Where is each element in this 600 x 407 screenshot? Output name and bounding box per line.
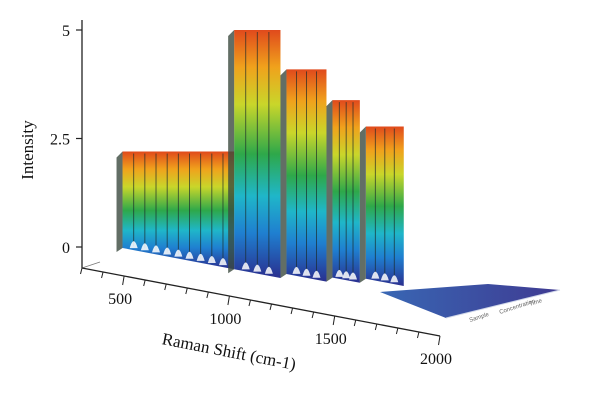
floor-surface (380, 284, 560, 318)
y-axis: 02.55 Intensity (18, 20, 83, 268)
peak-valley (196, 253, 205, 261)
block-side (116, 151, 123, 252)
peak-valley (241, 262, 250, 270)
block-side (326, 100, 333, 282)
x-tick-minor (185, 287, 188, 295)
x-axis-line (81, 267, 441, 337)
peak-valley (140, 243, 149, 251)
peak-valley (129, 241, 138, 249)
block-side (228, 30, 235, 274)
peak-valley (264, 266, 273, 274)
x-tick-minor (290, 307, 294, 315)
y-axis-title: Intensity (18, 120, 37, 180)
peak-valley (390, 275, 399, 283)
peak-valley (371, 271, 380, 279)
y-tick-label: 0 (62, 240, 70, 257)
peak-valley (163, 247, 172, 255)
peak-valley (342, 271, 351, 279)
depth-guide (81, 261, 101, 269)
peak-valley (349, 272, 358, 280)
spectrum-block (280, 69, 327, 282)
peak-valley (380, 273, 389, 281)
x-axis-title: Raman Shift (cm-1) (161, 329, 298, 374)
spectrum-block (326, 100, 360, 283)
x-tick-minor (416, 331, 420, 339)
x-tick-label: 500 (108, 291, 132, 308)
x-tick-label: 1500 (315, 331, 347, 348)
y-tick-label: 2.5 (50, 132, 70, 149)
x-tick-minor (374, 323, 378, 331)
depth-axis-label: Time (529, 298, 544, 308)
peak-valley (335, 269, 344, 277)
peak-valley (174, 249, 183, 257)
peak-valley (207, 255, 216, 263)
x-tick-minor (248, 299, 251, 307)
x-tick-minor (311, 311, 315, 319)
floor-sheet (380, 284, 561, 319)
x-tick-minor (395, 327, 399, 335)
spectrum-block (228, 30, 281, 278)
x-tick-minor (101, 271, 104, 279)
y-tick-label: 5 (62, 23, 70, 40)
x-tick-major (227, 295, 230, 306)
y-ticks: 02.55 (50, 23, 82, 257)
x-tick-minor (143, 279, 146, 287)
spectrum-block (359, 126, 404, 286)
peak-valley (302, 268, 311, 276)
peak-valley (218, 258, 227, 266)
depth-axis-label: Sample (469, 312, 491, 324)
peak-valley (253, 264, 262, 272)
x-tick-minor (206, 291, 209, 299)
x-tick-minor (80, 267, 83, 275)
peak-valley (152, 245, 161, 253)
peak-valley (312, 270, 321, 278)
peak-valley (185, 251, 194, 259)
spectra-blocks (116, 30, 404, 286)
x-tick-major (122, 275, 125, 286)
block-side (359, 126, 366, 283)
peak-valley (292, 266, 301, 274)
spectrum-block (116, 151, 235, 270)
x-tick-minor (269, 303, 273, 311)
x-tick-major (438, 335, 441, 346)
x-tick-minor (164, 283, 167, 291)
block-side (280, 69, 287, 279)
x-tick-major (332, 315, 336, 326)
x-tick-label: 1000 (209, 311, 241, 328)
x-tick-minor (353, 319, 357, 327)
x-tick-label: 2000 (420, 351, 452, 368)
floor-edge (445, 289, 561, 319)
x-ticks: 500 1000 1500 2000 (80, 267, 452, 368)
